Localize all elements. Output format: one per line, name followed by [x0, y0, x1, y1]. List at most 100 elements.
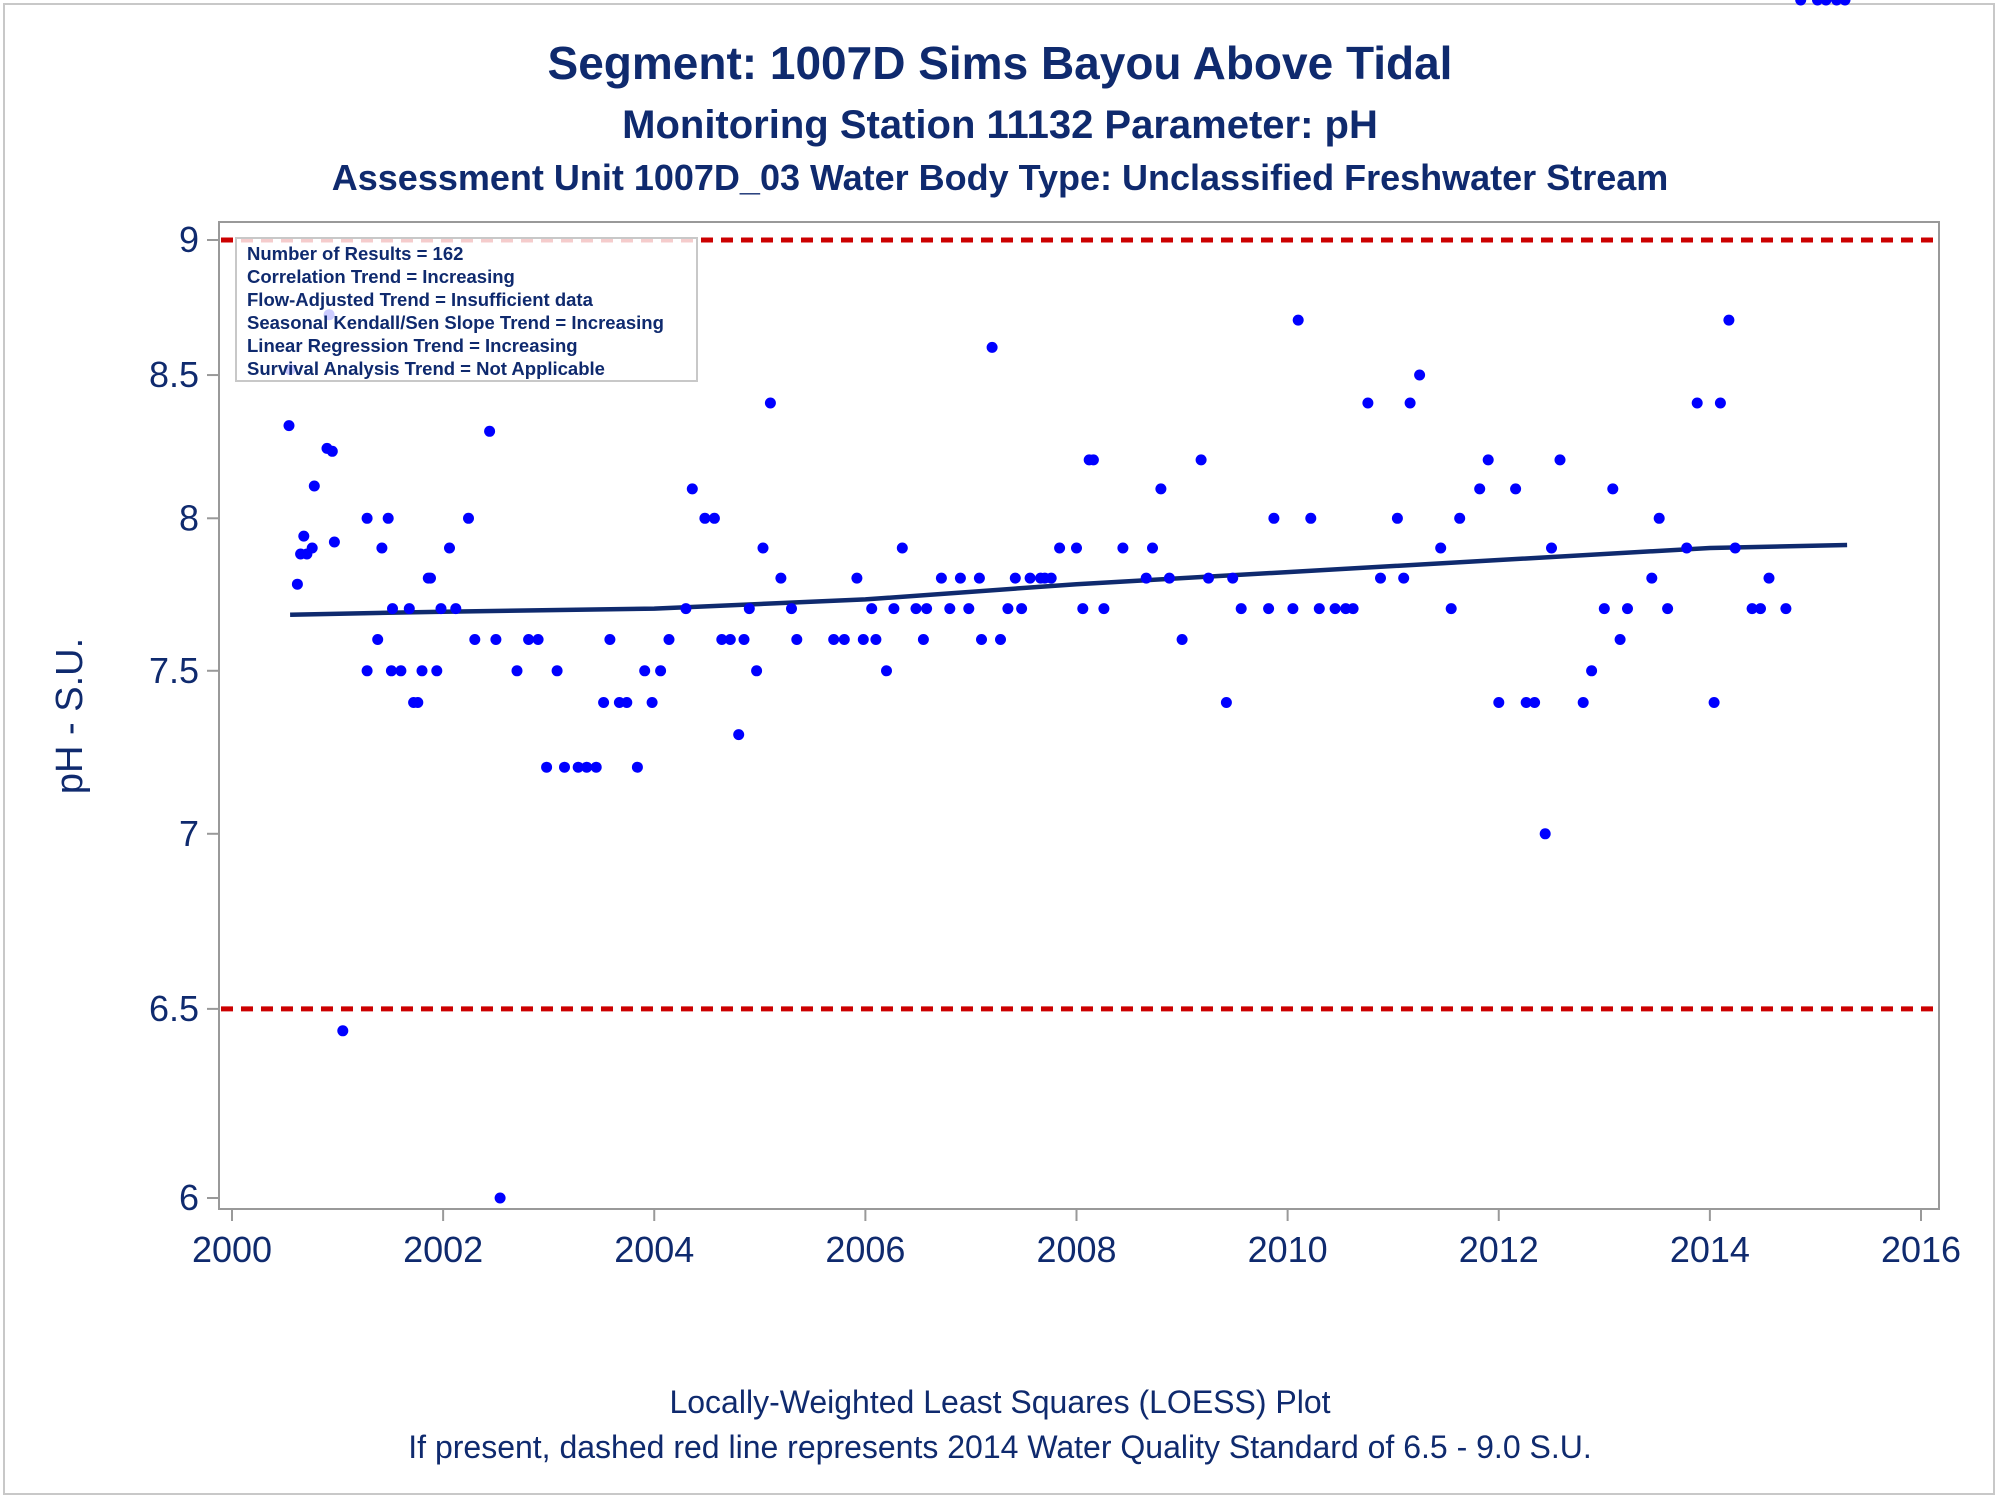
data-point [986, 341, 998, 353]
data-point [699, 512, 711, 524]
data-point [551, 665, 563, 677]
loess-trend-line [290, 542, 1848, 617]
data-point [1313, 603, 1325, 615]
data-point [973, 572, 985, 584]
inset-survival-analysis-trend: Survival Analysis Trend = Not Applicable [247, 358, 605, 379]
data-point [751, 665, 763, 677]
data-point [395, 665, 407, 677]
trend-line-group [290, 542, 1848, 617]
data-point [1510, 483, 1522, 495]
data-point [328, 536, 340, 548]
data-point [995, 634, 1006, 645]
data-point [1755, 603, 1766, 615]
data-point [1077, 603, 1089, 615]
data-point [838, 634, 850, 645]
data-point [283, 420, 295, 432]
data-point [469, 634, 481, 645]
data-point [532, 634, 544, 645]
data-point [1723, 314, 1735, 326]
x-axis: 2000 2002 2004 2006 2008 2010 2012 2014 2016 [192, 1209, 1961, 1270]
data-point [326, 445, 338, 457]
data-point [490, 634, 502, 645]
data-point [1763, 572, 1775, 584]
data-point [1263, 603, 1275, 615]
data-point [1305, 512, 1317, 524]
data-point [435, 603, 447, 615]
data-point [1746, 603, 1758, 615]
data-point [621, 697, 633, 708]
data-point [1614, 634, 1626, 645]
data-point [757, 542, 769, 554]
data-point [1147, 542, 1158, 554]
data-point [431, 665, 443, 677]
chart-subtitle-station: Monitoring Station 11132 Parameter: pH [622, 103, 1378, 147]
data-point [1347, 603, 1359, 615]
data-point [733, 729, 745, 741]
data-point [308, 480, 320, 492]
data-point [888, 603, 900, 615]
footnote-standard: If present, dashed red line represents 2… [408, 1429, 1591, 1465]
x-tick-label: 2014 [1670, 1229, 1750, 1270]
data-point [724, 634, 736, 645]
data-point [581, 761, 593, 773]
data-point [387, 603, 398, 615]
data-point [1140, 572, 1152, 584]
data-point [1820, 0, 1832, 6]
x-tick-label: 2016 [1881, 1229, 1961, 1270]
data-point [1780, 603, 1792, 615]
data-point [1414, 369, 1426, 381]
data-point [372, 634, 384, 645]
data-point [1235, 603, 1247, 615]
data-point [385, 665, 397, 677]
data-point [1493, 697, 1505, 708]
data-point [1009, 572, 1021, 584]
data-point [463, 512, 474, 524]
y-tick-label: 6 [179, 1177, 199, 1218]
x-tick-label: 2004 [614, 1229, 694, 1270]
data-point [857, 634, 869, 645]
data-point [917, 634, 929, 645]
data-point [1292, 314, 1304, 326]
inset-flow-adjusted-trend: Flow-Adjusted Trend = Insufficient data [247, 289, 594, 310]
data-point [523, 634, 535, 645]
data-point [1662, 603, 1674, 615]
x-tick-label: 2008 [1036, 1229, 1116, 1270]
chart-title: Segment: 1007D Sims Bayou Above Tidal [548, 37, 1453, 89]
y-tick-label: 6.5 [149, 988, 199, 1029]
data-point [896, 542, 908, 554]
data-point [976, 634, 987, 645]
inset-results-count: Number of Results = 162 [247, 243, 463, 264]
data-point [631, 761, 643, 773]
footnote-loess: Locally-Weighted Least Squares (LOESS) P… [669, 1384, 1330, 1420]
inset-seasonal-kendall-trend: Seasonal Kendall/Sen Slope Trend = Incre… [247, 312, 664, 333]
data-point [963, 603, 975, 615]
y-tick-label: 8.5 [149, 354, 199, 395]
data-point [1155, 483, 1167, 495]
data-point [1398, 572, 1410, 584]
trend-summary-text: Number of Results = 162 Correlation Tren… [247, 243, 664, 379]
data-point [1435, 542, 1447, 554]
data-point [572, 761, 584, 773]
data-point [944, 603, 956, 615]
data-point [1812, 0, 1823, 6]
data-point [382, 512, 394, 524]
data-point [425, 572, 436, 584]
x-tick-label: 2000 [192, 1229, 272, 1270]
data-point [1839, 0, 1851, 6]
data-point [403, 603, 415, 615]
data-point [1163, 572, 1175, 584]
data-point [775, 572, 787, 584]
data-point [484, 425, 496, 437]
data-point [1071, 542, 1082, 554]
data-point [450, 603, 462, 615]
data-point [1404, 397, 1416, 409]
data-point [764, 397, 776, 409]
data-point [1607, 483, 1619, 495]
data-point [1054, 542, 1066, 554]
data-point [1482, 454, 1494, 466]
y-tick-label: 7.5 [149, 650, 199, 691]
data-point [1539, 828, 1551, 840]
data-point [1176, 634, 1188, 645]
data-point [1598, 603, 1610, 615]
